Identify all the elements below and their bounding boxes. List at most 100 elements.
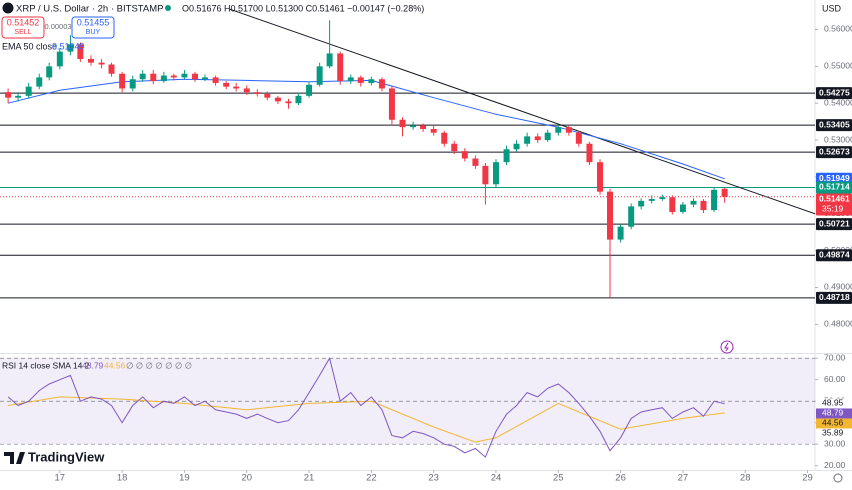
level-label: 0.48718 xyxy=(819,292,850,302)
candle-body xyxy=(192,73,199,80)
candle-body xyxy=(15,95,22,98)
y-tick-label: 60.00 xyxy=(824,374,846,384)
level-label: 0.53405 xyxy=(819,119,850,129)
candle-body xyxy=(461,151,468,159)
candle-body xyxy=(243,88,250,93)
buy-button[interactable]: 0.51455 BUY xyxy=(71,16,115,39)
candle-body xyxy=(430,129,437,133)
ema-legend: EMA 50 close xyxy=(2,41,57,51)
candle-body xyxy=(565,127,572,133)
value-label-bg xyxy=(816,398,852,409)
candle-body xyxy=(524,136,531,144)
value-label: 35.89 xyxy=(822,428,844,438)
candle-body xyxy=(36,77,43,87)
candle-body xyxy=(628,206,635,227)
buy-box[interactable] xyxy=(71,16,115,39)
market-status xyxy=(165,5,171,11)
candle-body xyxy=(441,132,448,144)
level-label: 0.49874 xyxy=(819,250,850,260)
rsi-plot xyxy=(0,356,815,458)
symbol-icon xyxy=(2,2,14,14)
candle-body xyxy=(108,64,115,74)
x-tick-label: 18 xyxy=(117,473,128,484)
sell-box[interactable] xyxy=(1,16,45,39)
candle-body xyxy=(357,77,364,83)
settings-icon[interactable] xyxy=(833,473,843,483)
candle-body xyxy=(170,75,177,78)
buy-label[interactable]: BUY xyxy=(86,29,101,36)
candle-body xyxy=(669,197,676,212)
candle-body xyxy=(638,200,645,207)
logo-mark xyxy=(4,452,25,464)
candle-body xyxy=(129,79,136,89)
logo: TradingView xyxy=(4,449,105,464)
sell-button[interactable]: 0.51452 SELL xyxy=(1,16,45,39)
level-label: 0.50721 xyxy=(819,218,850,228)
ema-legend-value: 0.51949 xyxy=(52,41,85,51)
value-label: 48.79 xyxy=(822,408,844,418)
y-tick-label: 70.00 xyxy=(824,352,846,362)
sma-legend-value: 44.56 xyxy=(104,360,126,370)
sell-price[interactable]: 0.51452 xyxy=(7,17,40,27)
x-tick-label: 20 xyxy=(241,473,252,484)
rsi-legend-value: 48.79 xyxy=(82,360,104,370)
y-tick-label: 0.53000 xyxy=(824,134,852,144)
x-tick-label: 28 xyxy=(740,473,751,484)
x-tick-label: 17 xyxy=(55,473,66,484)
y-tick-label: 0.55000 xyxy=(824,61,852,71)
price-pane: 17 18 19 20 21 22 23 24 25 26 27 28 29 0.48000 0.49000… xyxy=(0,8,852,484)
last-price-bg xyxy=(816,193,852,216)
candle-body xyxy=(597,162,604,192)
candle-body xyxy=(306,84,313,96)
last-price-label: 0.51461 xyxy=(819,194,850,204)
x-tick-label: 24 xyxy=(491,473,502,484)
price-plot xyxy=(0,8,815,299)
level-label: 0.54275 xyxy=(819,87,850,97)
candle-body xyxy=(160,75,167,82)
currency: USD xyxy=(822,3,842,13)
candle-body xyxy=(285,101,292,104)
y-tick-label: 0.54000 xyxy=(824,97,852,107)
rsi-legend-extra: ∅ ∅ ∅ ∅ ∅ ∅ ∅ xyxy=(126,360,193,370)
x-tick-label: 25 xyxy=(553,473,564,484)
candle-body xyxy=(648,199,655,201)
candle-body xyxy=(534,136,541,141)
level-label: 0.52673 xyxy=(819,146,850,156)
candle-body xyxy=(617,226,624,240)
ohlc: O0.51676 H0.51700 L0.51300 C0.51461 −0.0… xyxy=(182,3,424,13)
x-tick-label: 26 xyxy=(615,473,626,484)
level-label-bg xyxy=(816,291,852,304)
candle-body xyxy=(326,53,333,67)
x-tick-label: 19 xyxy=(179,473,190,484)
value-label: 48.95 xyxy=(822,398,844,408)
highlight-label-bg xyxy=(816,181,852,194)
x-tick-label: 29 xyxy=(802,473,813,484)
level-label-bg xyxy=(816,119,852,132)
candle-body xyxy=(77,44,84,59)
candle-body xyxy=(139,73,146,80)
candle-body xyxy=(544,132,551,141)
rsi-legend: RSI 14 close SMA 14 2 xyxy=(2,360,90,370)
y-tick-label: 20.00 xyxy=(824,460,846,470)
candle-body xyxy=(347,77,354,82)
candle-body xyxy=(119,73,126,89)
candle-body xyxy=(46,66,53,78)
x-tick-label: 21 xyxy=(304,473,315,484)
candle-body xyxy=(67,44,74,52)
candle-body xyxy=(378,79,385,89)
candle-body xyxy=(690,200,697,205)
x-tick-label: 23 xyxy=(428,473,439,484)
candle-body xyxy=(181,73,188,78)
candle-body xyxy=(337,53,344,82)
trendline xyxy=(229,8,815,215)
sell-label[interactable]: SELL xyxy=(14,29,31,36)
spread: 0.00003 xyxy=(44,22,71,31)
buy-price[interactable]: 0.51455 xyxy=(77,17,110,27)
y-tick-label: 0.56000 xyxy=(824,24,852,34)
candle-body xyxy=(503,149,510,163)
candle-body xyxy=(264,93,271,98)
candle-body xyxy=(513,143,520,150)
y-tick-label: 0.48000 xyxy=(824,319,852,329)
event-icon[interactable] xyxy=(720,340,734,354)
